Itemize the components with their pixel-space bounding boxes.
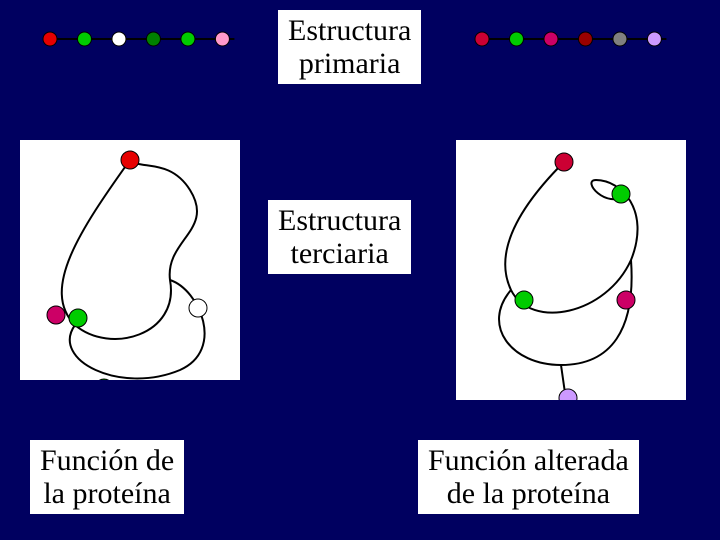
label-tertiary-structure: Estructura terciaria [268, 200, 411, 274]
tertiary-panel-mutant [456, 140, 686, 400]
label-func-ok-line1: Función de [40, 444, 174, 477]
slide-stage: Estructura primaria Estructura terciaria… [0, 0, 720, 540]
label-tertiary-line1: Estructura [278, 204, 401, 237]
label-func-bad-line2: de la proteína [447, 477, 610, 510]
label-primary-structure: Estructura primaria [278, 10, 421, 84]
label-tertiary-line2: terciaria [291, 237, 389, 270]
primary-chain-normal [40, 24, 260, 48]
label-primary-line1: Estructura [288, 14, 411, 47]
label-primary-line2: primaria [299, 47, 401, 80]
tertiary-panel-normal [20, 140, 240, 380]
label-function-altered: Función alterada de la proteína [418, 440, 639, 514]
label-func-bad-line1: Función alterada [428, 444, 629, 477]
label-func-ok-line2: la proteína [43, 477, 170, 510]
primary-chain-mutant [472, 24, 692, 48]
label-function-normal: Función de la proteína [30, 440, 184, 514]
